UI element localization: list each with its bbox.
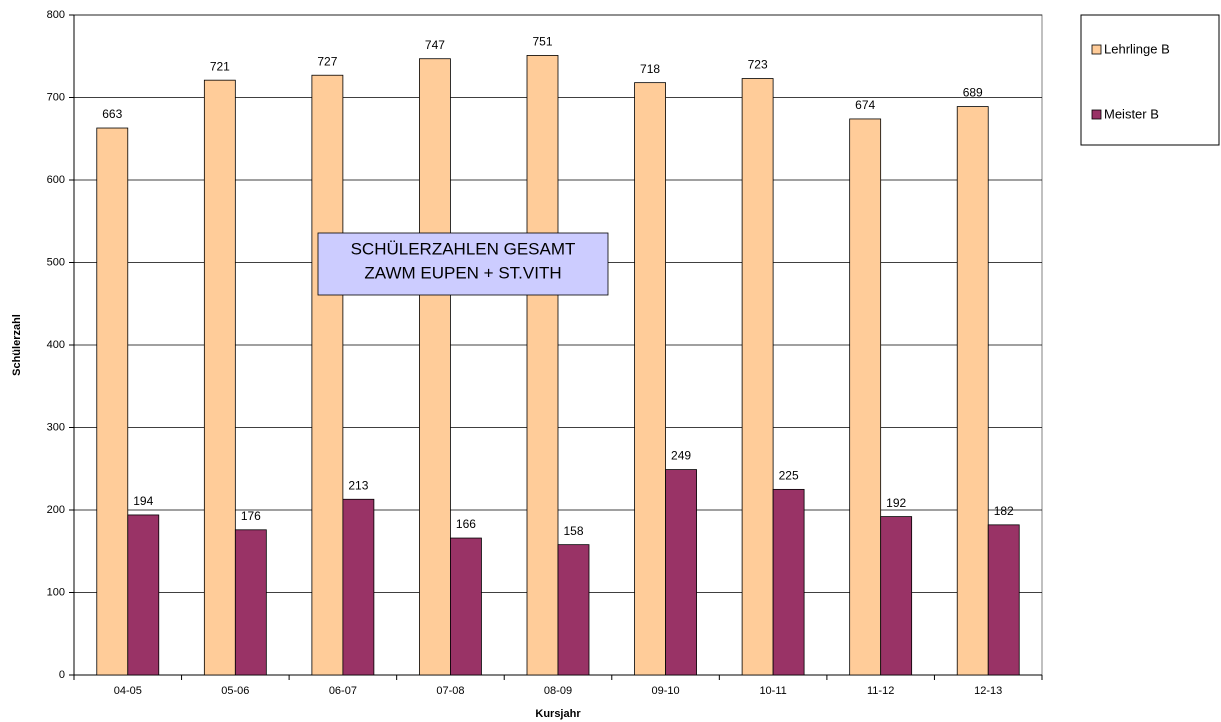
- y-tick-label: 800: [47, 9, 65, 21]
- bar: [311, 74, 344, 676]
- legend-swatch: [1091, 109, 1102, 120]
- legend-label: Lehrlinge B: [1104, 41, 1170, 56]
- bar: [741, 78, 774, 676]
- bar: [557, 544, 590, 676]
- x-tick-label: 09-10: [651, 685, 679, 697]
- bar: [772, 488, 805, 676]
- value-label: 249: [671, 449, 691, 463]
- y-tick-label: 200: [47, 504, 65, 516]
- value-label: 192: [886, 496, 906, 510]
- bar: [419, 58, 451, 676]
- x-tick-label: 07-08: [436, 685, 464, 697]
- y-tick-label: 600: [47, 174, 65, 186]
- bar: [203, 79, 236, 676]
- y-tick-label: 700: [47, 91, 65, 103]
- bar: [880, 516, 913, 676]
- value-label: 723: [748, 58, 768, 72]
- value-label: 689: [963, 86, 983, 100]
- legend-box: [1080, 14, 1220, 146]
- value-label: 718: [640, 62, 660, 76]
- bar: [127, 514, 160, 676]
- y-tick-label: 0: [59, 669, 65, 681]
- x-axis-title: Kursjahr: [535, 708, 581, 720]
- value-label: 751: [532, 35, 552, 49]
- bar: [665, 469, 697, 676]
- bar: [849, 118, 882, 676]
- x-tick-label: 11-12: [867, 685, 894, 697]
- y-axis-title: Schülerzahl: [11, 314, 23, 376]
- bar: [634, 82, 666, 676]
- bar: [342, 498, 375, 676]
- x-tick-label: 12-13: [974, 685, 1002, 697]
- x-tick-label: 10-11: [759, 685, 786, 697]
- bar: [526, 55, 559, 676]
- y-tick-label: 100: [47, 586, 65, 598]
- bar: [450, 537, 482, 676]
- y-tick-label: 300: [47, 421, 65, 433]
- value-label: 225: [779, 469, 799, 483]
- value-label: 721: [210, 59, 230, 73]
- x-tick-label: 04-05: [114, 685, 142, 697]
- value-label: 727: [317, 54, 337, 68]
- value-label: 747: [425, 38, 445, 52]
- value-label: 663: [102, 107, 122, 121]
- bar: [956, 106, 989, 676]
- y-tick-label: 500: [47, 256, 65, 268]
- value-label: 182: [994, 504, 1014, 518]
- bar: [987, 524, 1020, 676]
- value-label: 176: [241, 509, 261, 523]
- value-label: 158: [563, 524, 583, 538]
- chart-title: SCHÜLERZAHLEN GESAMT: [351, 239, 576, 258]
- y-tick-label: 400: [47, 339, 65, 351]
- value-label: 213: [348, 478, 368, 492]
- value-label: 194: [133, 494, 153, 508]
- value-label: 674: [855, 98, 875, 112]
- x-tick-label: 06-07: [329, 685, 357, 697]
- legend-label: Meister B: [1104, 106, 1159, 121]
- x-tick-label: 05-06: [221, 685, 249, 697]
- chart-title: ZAWM EUPEN + ST.VITH: [364, 263, 561, 282]
- value-label: 166: [456, 517, 476, 531]
- legend-swatch: [1091, 44, 1102, 55]
- x-tick-label: 08-09: [544, 685, 572, 697]
- bar: [234, 529, 267, 676]
- bar: [96, 127, 129, 676]
- title-box: [317, 232, 609, 296]
